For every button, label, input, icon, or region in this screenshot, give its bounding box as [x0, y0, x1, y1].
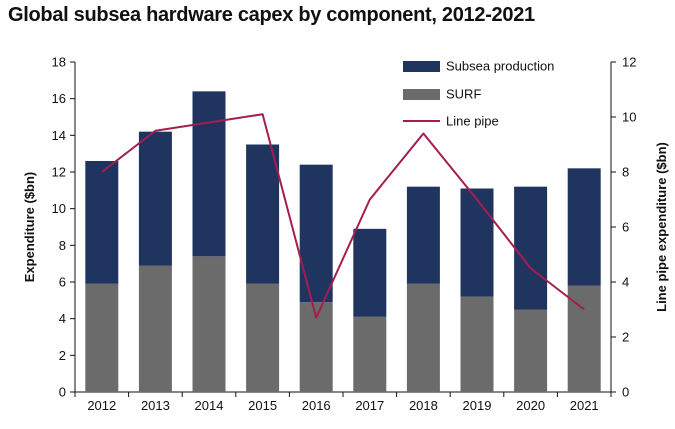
bar-surf — [138, 265, 172, 392]
right-tick-label: 12 — [622, 55, 636, 70]
y2-axis-label: Line pipe expenditure ($bn) — [654, 142, 669, 312]
x-tick-label: 2016 — [302, 398, 331, 413]
bar-surf — [567, 285, 601, 392]
left-tick-label: 12 — [52, 165, 66, 180]
left-tick-label: 16 — [52, 91, 66, 106]
right-tick-label: 8 — [622, 165, 629, 180]
legend: Subsea production SURF Line pipe — [403, 59, 554, 129]
bar-subsea-production — [460, 188, 494, 297]
bar-subsea-production — [299, 164, 333, 303]
x-tick-label: 2020 — [516, 398, 545, 413]
line-pipe-line — [101, 113, 585, 319]
right-tick-label: 6 — [622, 220, 629, 235]
right-tick-label: 10 — [622, 110, 636, 125]
bar-surf — [406, 283, 440, 392]
legend-line-pipe-label: Line pipe — [446, 114, 499, 129]
bar-subsea-production — [514, 186, 548, 310]
x-tick-label: 2013 — [141, 398, 170, 413]
x-axis: 2012 2013 2014 2015 2016 2017 2018 2019 2020 2021 — [74, 391, 612, 413]
legend-surf-swatch — [403, 89, 440, 100]
y-axis-label: Expenditure ($bn) — [22, 172, 37, 283]
bar-surf — [246, 283, 280, 392]
x-tick-label: 2019 — [463, 398, 492, 413]
x-tick-label: 2012 — [87, 398, 116, 413]
bar-subsea-production — [192, 91, 226, 257]
bar-subsea-production — [138, 131, 172, 266]
left-axis: 0 2 4 6 8 10 12 14 16 18 — [52, 55, 76, 400]
legend-surf-label: SURF — [446, 87, 481, 102]
left-tick-label: 14 — [52, 128, 66, 143]
chart-title: Global subsea hardware capex by componen… — [8, 4, 535, 26]
left-tick-label: 8 — [59, 238, 66, 253]
right-tick-label: 4 — [622, 275, 629, 290]
x-tick-label: 2017 — [355, 398, 384, 413]
bar-subsea-production — [353, 228, 387, 317]
x-tick-label: 2015 — [248, 398, 277, 413]
right-tick-label: 0 — [622, 385, 629, 400]
bar-subsea-production — [406, 186, 440, 284]
bar-surf — [514, 309, 548, 392]
line-series — [101, 113, 585, 319]
bar-surf — [85, 283, 119, 392]
left-tick-label: 0 — [59, 385, 66, 400]
left-tick-label: 4 — [59, 311, 66, 326]
left-tick-label: 2 — [59, 348, 66, 363]
right-axis: 0 2 4 6 8 10 12 — [610, 55, 636, 400]
left-tick-label: 18 — [52, 55, 66, 70]
bar-subsea-production — [85, 161, 119, 284]
bar-surf — [460, 296, 494, 392]
bar-surf — [353, 316, 387, 392]
bars — [85, 91, 601, 392]
legend-subsea-production-label: Subsea production — [446, 59, 554, 74]
x-tick-label: 2014 — [195, 398, 224, 413]
bar-surf — [192, 256, 226, 392]
left-tick-label: 6 — [59, 275, 66, 290]
bar-subsea-production — [567, 168, 601, 286]
left-tick-label: 10 — [52, 201, 66, 216]
legend-subsea-production-swatch — [403, 61, 440, 72]
x-tick-label: 2021 — [570, 398, 599, 413]
right-tick-label: 2 — [622, 330, 629, 345]
x-tick-label: 2018 — [409, 398, 438, 413]
bar-subsea-production — [246, 144, 280, 284]
